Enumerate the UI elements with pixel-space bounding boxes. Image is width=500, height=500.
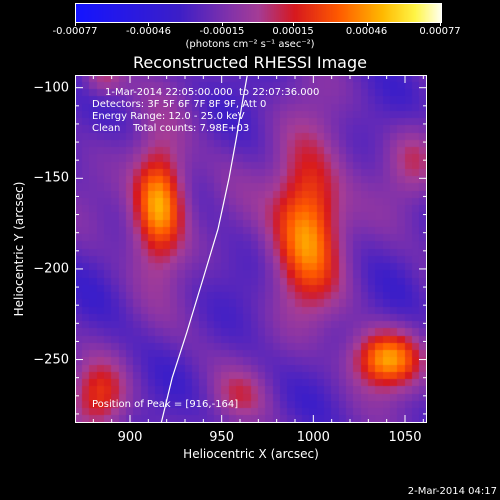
y-tick-label: −100	[33, 80, 69, 96]
colorbar-tick-label: -0.00077	[52, 26, 98, 37]
x-tick-label: 900	[117, 430, 143, 445]
axis-tick-marks	[75, 75, 427, 423]
plot-area: 1-Mar-2014 22:05:00.000 to 22:07:36.000 …	[75, 75, 427, 423]
energy-range-label: Energy Range: 12.0 - 25.0 keV	[92, 111, 245, 122]
plot-frame	[75, 75, 427, 423]
colorbar-tick-label: 0.00015	[272, 26, 314, 37]
colorbar-tick-label: -0.00015	[199, 26, 245, 37]
y-tick-label: −250	[33, 352, 69, 368]
colorbar-tick-label: 0.00077	[419, 26, 461, 37]
y-tick-label: −150	[33, 170, 69, 186]
peak-position-label: Position of Peak = [916,-164]	[92, 399, 239, 410]
x-axis-label: Heliocentric X (arcsec)	[183, 447, 319, 461]
colorbar-tick-mark	[221, 22, 223, 26]
y-axis-label: Heliocentric Y (arcsec)	[12, 181, 26, 317]
solar-limb-line	[160, 75, 248, 423]
y-tick-label: −200	[33, 261, 69, 277]
x-tick-label: 1050	[388, 430, 422, 445]
colorbar-tick-labels: -0.00077 -0.00046 -0.00015 0.00015 0.00046 0.…	[0, 26, 500, 40]
colorbar-tick-mark	[75, 22, 76, 26]
colorbar-tick-mark	[148, 22, 150, 26]
chart-title: Reconstructed RHESSI Image	[133, 53, 367, 72]
colorbar	[75, 3, 442, 23]
heatmap-image	[75, 75, 427, 423]
x-tick-label: 950	[209, 430, 235, 445]
colorbar-tick-mark	[440, 22, 441, 26]
plot-overlay	[75, 75, 427, 423]
time-range-label: 1-Mar-2014 22:05:00.000 to 22:07:36.000	[105, 87, 320, 98]
colorbar-tick-mark	[293, 22, 295, 26]
colorbar-tick-label: -0.00046	[125, 26, 171, 37]
colorbar-units-label: (photons cm⁻² s⁻¹ asec⁻²)	[185, 39, 315, 50]
clean-counts-label: Clean Total counts: 7.98E+03	[92, 123, 250, 134]
colorbar-tick-mark	[366, 22, 368, 26]
detectors-label: Detectors: 3F 5F 6F 7F 8F 9F, Att 0	[92, 99, 267, 110]
colorbar-tick-label: 0.00046	[345, 26, 388, 37]
footer-date: 2-Mar-2014 04:17	[407, 486, 497, 497]
x-tick-label: 1000	[296, 430, 330, 445]
